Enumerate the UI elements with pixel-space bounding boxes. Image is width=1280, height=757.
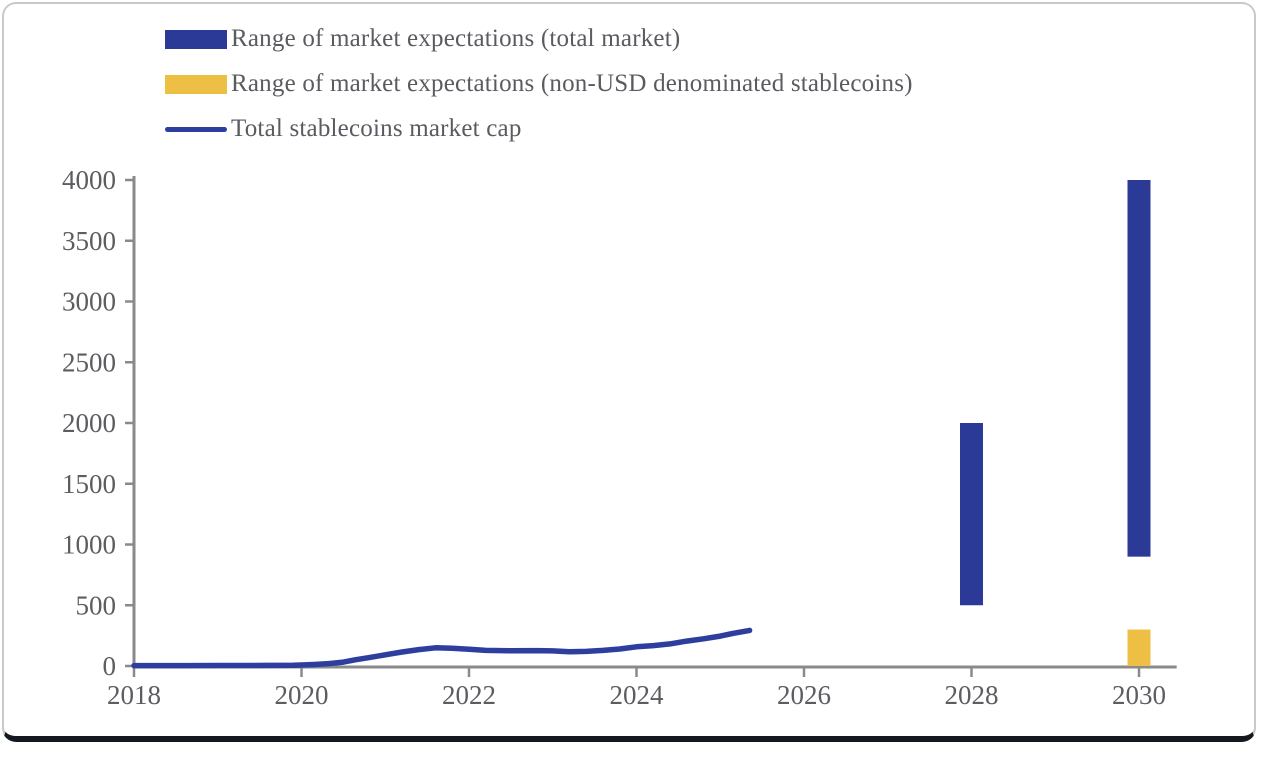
range-bar-2030-total — [1127, 180, 1151, 557]
y-tick-label: 2000 — [62, 408, 116, 438]
x-tick-label: 2024 — [610, 680, 665, 710]
y-tick-label: 2500 — [62, 347, 116, 377]
y-tick-label: 500 — [76, 590, 117, 620]
x-tick-label: 2018 — [107, 680, 161, 710]
y-tick-label: 3000 — [62, 287, 116, 317]
y-tick-label: 0 — [103, 651, 117, 681]
y-tick-label: 4000 — [62, 165, 116, 195]
x-tick-label: 2022 — [442, 680, 496, 710]
y-tick-label: 3500 — [62, 226, 116, 256]
y-tick-label: 1000 — [62, 530, 116, 560]
legend-label-market-cap-line: Total stablecoins market cap — [231, 115, 522, 142]
range-bar-2028-total — [960, 423, 983, 606]
legend-item-non-usd: Range of market expectations (non-USD de… — [165, 69, 913, 99]
stablecoin-market-cap-chart: 0 500 1000 1500 2000 2500 3000 3500 4000 2018 2020… — [62, 165, 1177, 710]
x-tick-label: 2020 — [275, 680, 329, 710]
market-cap-line — [131, 627, 753, 669]
legend-label-total-market: Range of market expectations (total mark… — [231, 25, 681, 52]
legend-item-total-market: Range of market expectations (total mark… — [165, 24, 913, 54]
chart-legend: Range of market expectations (total mark… — [165, 24, 913, 159]
y-tick-label: 1500 — [62, 469, 116, 499]
x-tick-label: 2026 — [777, 680, 831, 710]
chart-card: Range of market expectations (total mark… — [2, 2, 1256, 742]
range-bar-2030-non-usd — [1127, 629, 1151, 666]
legend-swatch-total-market — [165, 29, 227, 49]
legend-swatch-non-usd — [165, 74, 227, 94]
legend-swatch-market-cap-line — [165, 126, 227, 132]
legend-item-market-cap-line: Total stablecoins market cap — [165, 114, 913, 144]
x-tick-label: 2028 — [945, 680, 999, 710]
x-tick-label: 2030 — [1112, 680, 1166, 710]
legend-label-non-usd: Range of market expectations (non-USD de… — [231, 70, 913, 97]
